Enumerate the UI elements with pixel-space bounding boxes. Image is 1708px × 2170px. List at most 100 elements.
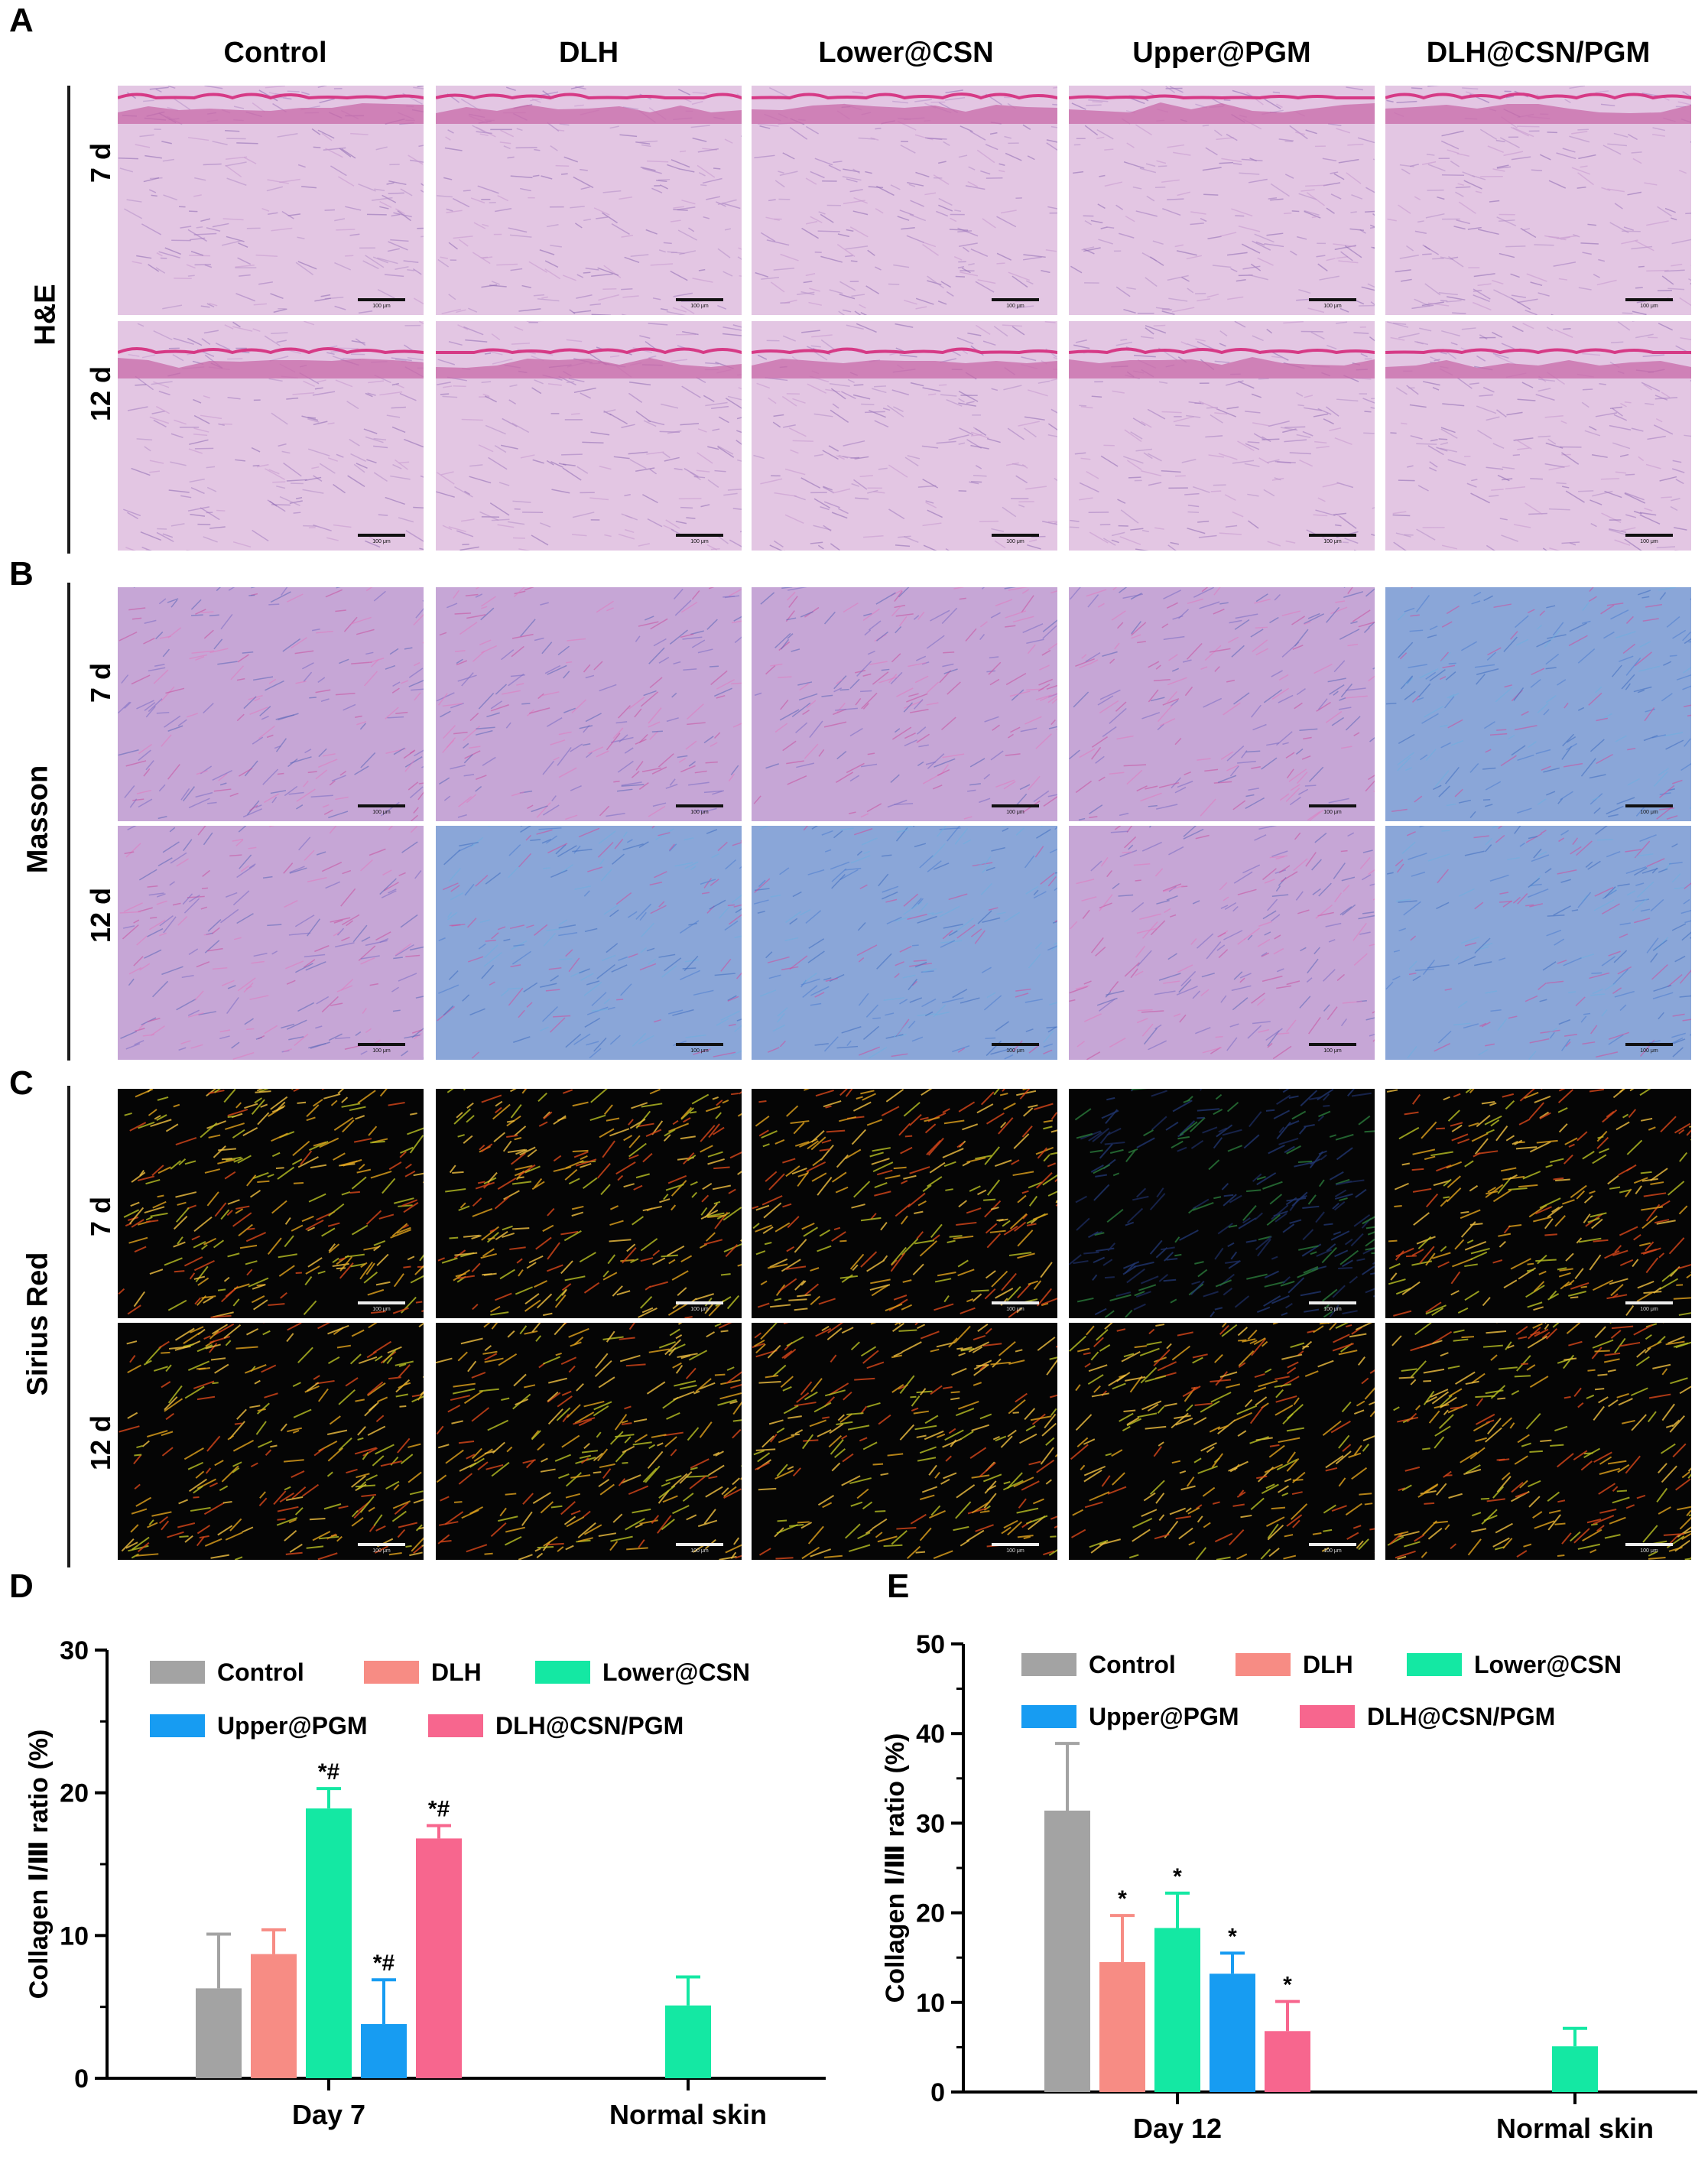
bracket-line-he — [67, 86, 70, 554]
micrograph-masson-12d-upper-pgm: 100 μm — [1069, 826, 1375, 1060]
legend-swatch — [1021, 1653, 1076, 1676]
micrograph-he-7d-upper-pgm: 100 μm — [1069, 86, 1375, 315]
chart-d-collagen-day7: 0 10 20 30 Collagen Ⅰ/Ⅲ ratio (%) Day 7 Normal… — [24, 1636, 826, 2130]
scale-bar — [1309, 298, 1356, 301]
scale-bar-label: 100 μm — [1640, 1307, 1658, 1312]
micrograph-he-7d-dlh-csn-pgm: 100 μm — [1385, 86, 1691, 315]
scale-bar — [1625, 1301, 1673, 1304]
scale-bar — [1309, 534, 1356, 537]
scale-bar-label: 100 μm — [690, 1307, 709, 1312]
micrograph-sirius-12d-control: 100 μm — [118, 1323, 424, 1560]
scale-bar — [676, 804, 723, 807]
bar-dlh-0 — [1099, 1962, 1145, 2092]
scale-bar — [676, 534, 723, 537]
scale-bar-label: 100 μm — [1323, 1307, 1342, 1312]
scale-bar — [1625, 804, 1673, 807]
bracket-line-sirius-red — [67, 1086, 70, 1567]
scale-bar-label: 100 μm — [1323, 1048, 1342, 1054]
significance-mark: * — [1118, 1886, 1127, 1912]
chart-e-collagen-day12: 0 10 20 30 40 50 Collagen Ⅰ/Ⅲ ratio (%) Day 12 N… — [881, 1630, 1697, 2144]
y-tick-label: 40 — [916, 1720, 945, 1749]
panel-label-e: E — [887, 1567, 910, 1605]
legend-swatch — [1300, 1705, 1355, 1728]
micrograph-masson-7d-dlh: 100 μm — [436, 587, 742, 821]
micrograph-masson-12d-lower-csn: 100 μm — [752, 826, 1057, 1060]
legend-entry: DLH@CSN/PGM — [1367, 1703, 1555, 1730]
scale-bar — [358, 534, 405, 537]
scale-bar — [992, 804, 1039, 807]
scale-bar-label: 100 μm — [1323, 810, 1342, 815]
significance-mark: * — [1283, 1973, 1292, 1998]
scale-bar-label: 100 μm — [1640, 1048, 1658, 1054]
micrograph-he-12d-dlh-csn-pgm: 100 μm — [1385, 321, 1691, 551]
scale-bar-label: 100 μm — [372, 304, 391, 309]
legend-swatch — [364, 1661, 419, 1684]
significance-mark: *# — [373, 1951, 395, 1976]
scale-bar — [1309, 1043, 1356, 1046]
micrograph-sirius-7d-dlh-csn-pgm: 100 μm — [1385, 1089, 1691, 1318]
micrograph-sirius-7d-upper-pgm: 100 μm — [1069, 1089, 1375, 1318]
scale-bar — [1625, 534, 1673, 537]
row-label-sirius-12d: 12 d — [85, 1415, 116, 1471]
scale-bar — [1625, 1543, 1673, 1546]
scale-bar-label: 100 μm — [1323, 1548, 1342, 1554]
legend-entry: Lower@CSN — [1474, 1651, 1622, 1678]
legend-entry: DLH@CSN/PGM — [495, 1712, 684, 1740]
legend-swatch — [150, 1661, 205, 1684]
scale-bar — [358, 1543, 405, 1546]
micrograph-sirius-12d-dlh-csn-pgm: 100 μm — [1385, 1323, 1691, 1560]
micrograph-he-12d-control: 100 μm — [118, 321, 424, 551]
scale-bar-label: 100 μm — [1323, 539, 1342, 544]
scale-bar — [992, 1543, 1039, 1546]
micrograph-sirius-7d-control: 100 μm — [118, 1089, 424, 1318]
legend-entry: Lower@CSN — [602, 1658, 750, 1686]
column-header-dlh: DLH — [558, 37, 619, 69]
scale-bar-label: 100 μm — [690, 1048, 709, 1054]
x-tick-label: Normal skin — [1496, 2113, 1654, 2144]
scale-bar-label: 100 μm — [1640, 1548, 1658, 1554]
micrograph-masson-7d-upper-pgm: 100 μm — [1069, 587, 1375, 821]
bracket-line-masson — [67, 583, 70, 1061]
scale-bar-label: 100 μm — [1640, 810, 1658, 815]
scale-bar-label: 100 μm — [1006, 1548, 1024, 1554]
scale-bar — [992, 1301, 1039, 1304]
scale-bar — [1625, 1043, 1673, 1046]
chart-e-bars: * * * * — [1044, 1742, 1598, 2092]
bar-upper-pgm-0 — [361, 2024, 407, 2078]
scale-bar-label: 100 μm — [690, 539, 709, 544]
legend-swatch — [1236, 1653, 1291, 1676]
scale-bar-label: 100 μm — [1640, 539, 1658, 544]
bar-lower-csn-0 — [1154, 1928, 1200, 2092]
micrograph-masson-7d-lower-csn: 100 μm — [752, 587, 1057, 821]
x-tick-label: Normal skin — [609, 2099, 767, 2130]
micrograph-masson-7d-dlh-csn-pgm: 100 μm — [1385, 587, 1691, 821]
chart-d-legend: Control DLH Lower@CSN Upper@PGM DLH@CSN/PGM — [150, 1658, 750, 1740]
legend-entry: Control — [217, 1658, 304, 1686]
stain-label-masson: Masson — [21, 765, 54, 874]
y-tick-label: 20 — [916, 1899, 945, 1928]
column-header-lower-csn: Lower@CSN — [818, 37, 994, 69]
scale-bar — [358, 298, 405, 301]
micrograph-he-12d-dlh: 100 μm — [436, 321, 742, 551]
scale-bar-label: 100 μm — [372, 810, 391, 815]
scale-bar — [1309, 804, 1356, 807]
y-tick-label: 30 — [60, 1636, 89, 1665]
scale-bar-label: 100 μm — [1323, 304, 1342, 309]
panel-label-a: A — [9, 2, 34, 39]
panel-label-b: B — [9, 555, 34, 593]
y-tick-label: 10 — [60, 1921, 89, 1951]
stain-label-he: H&E — [29, 284, 62, 346]
bar-dlh-csn-pgm-0 — [1265, 2031, 1310, 2092]
scale-bar — [676, 1543, 723, 1546]
micrograph-masson-12d-dlh: 100 μm — [436, 826, 742, 1060]
y-axis-label: Collagen Ⅰ/Ⅲ ratio (%) — [24, 1730, 54, 1999]
micrograph-he-12d-upper-pgm: 100 μm — [1069, 321, 1375, 551]
column-header-dlh-csn-pgm: DLH@CSN/PGM — [1426, 37, 1651, 69]
bar-lower-csn-0 — [306, 1808, 352, 2078]
legend-entry: DLH — [431, 1658, 482, 1686]
x-tick-label: Day 7 — [292, 2099, 365, 2130]
legend-swatch — [1407, 1653, 1462, 1676]
micrograph-he-7d-lower-csn: 100 μm — [752, 86, 1057, 315]
significance-mark: *# — [428, 1797, 450, 1822]
y-tick-label: 10 — [916, 1989, 945, 2018]
